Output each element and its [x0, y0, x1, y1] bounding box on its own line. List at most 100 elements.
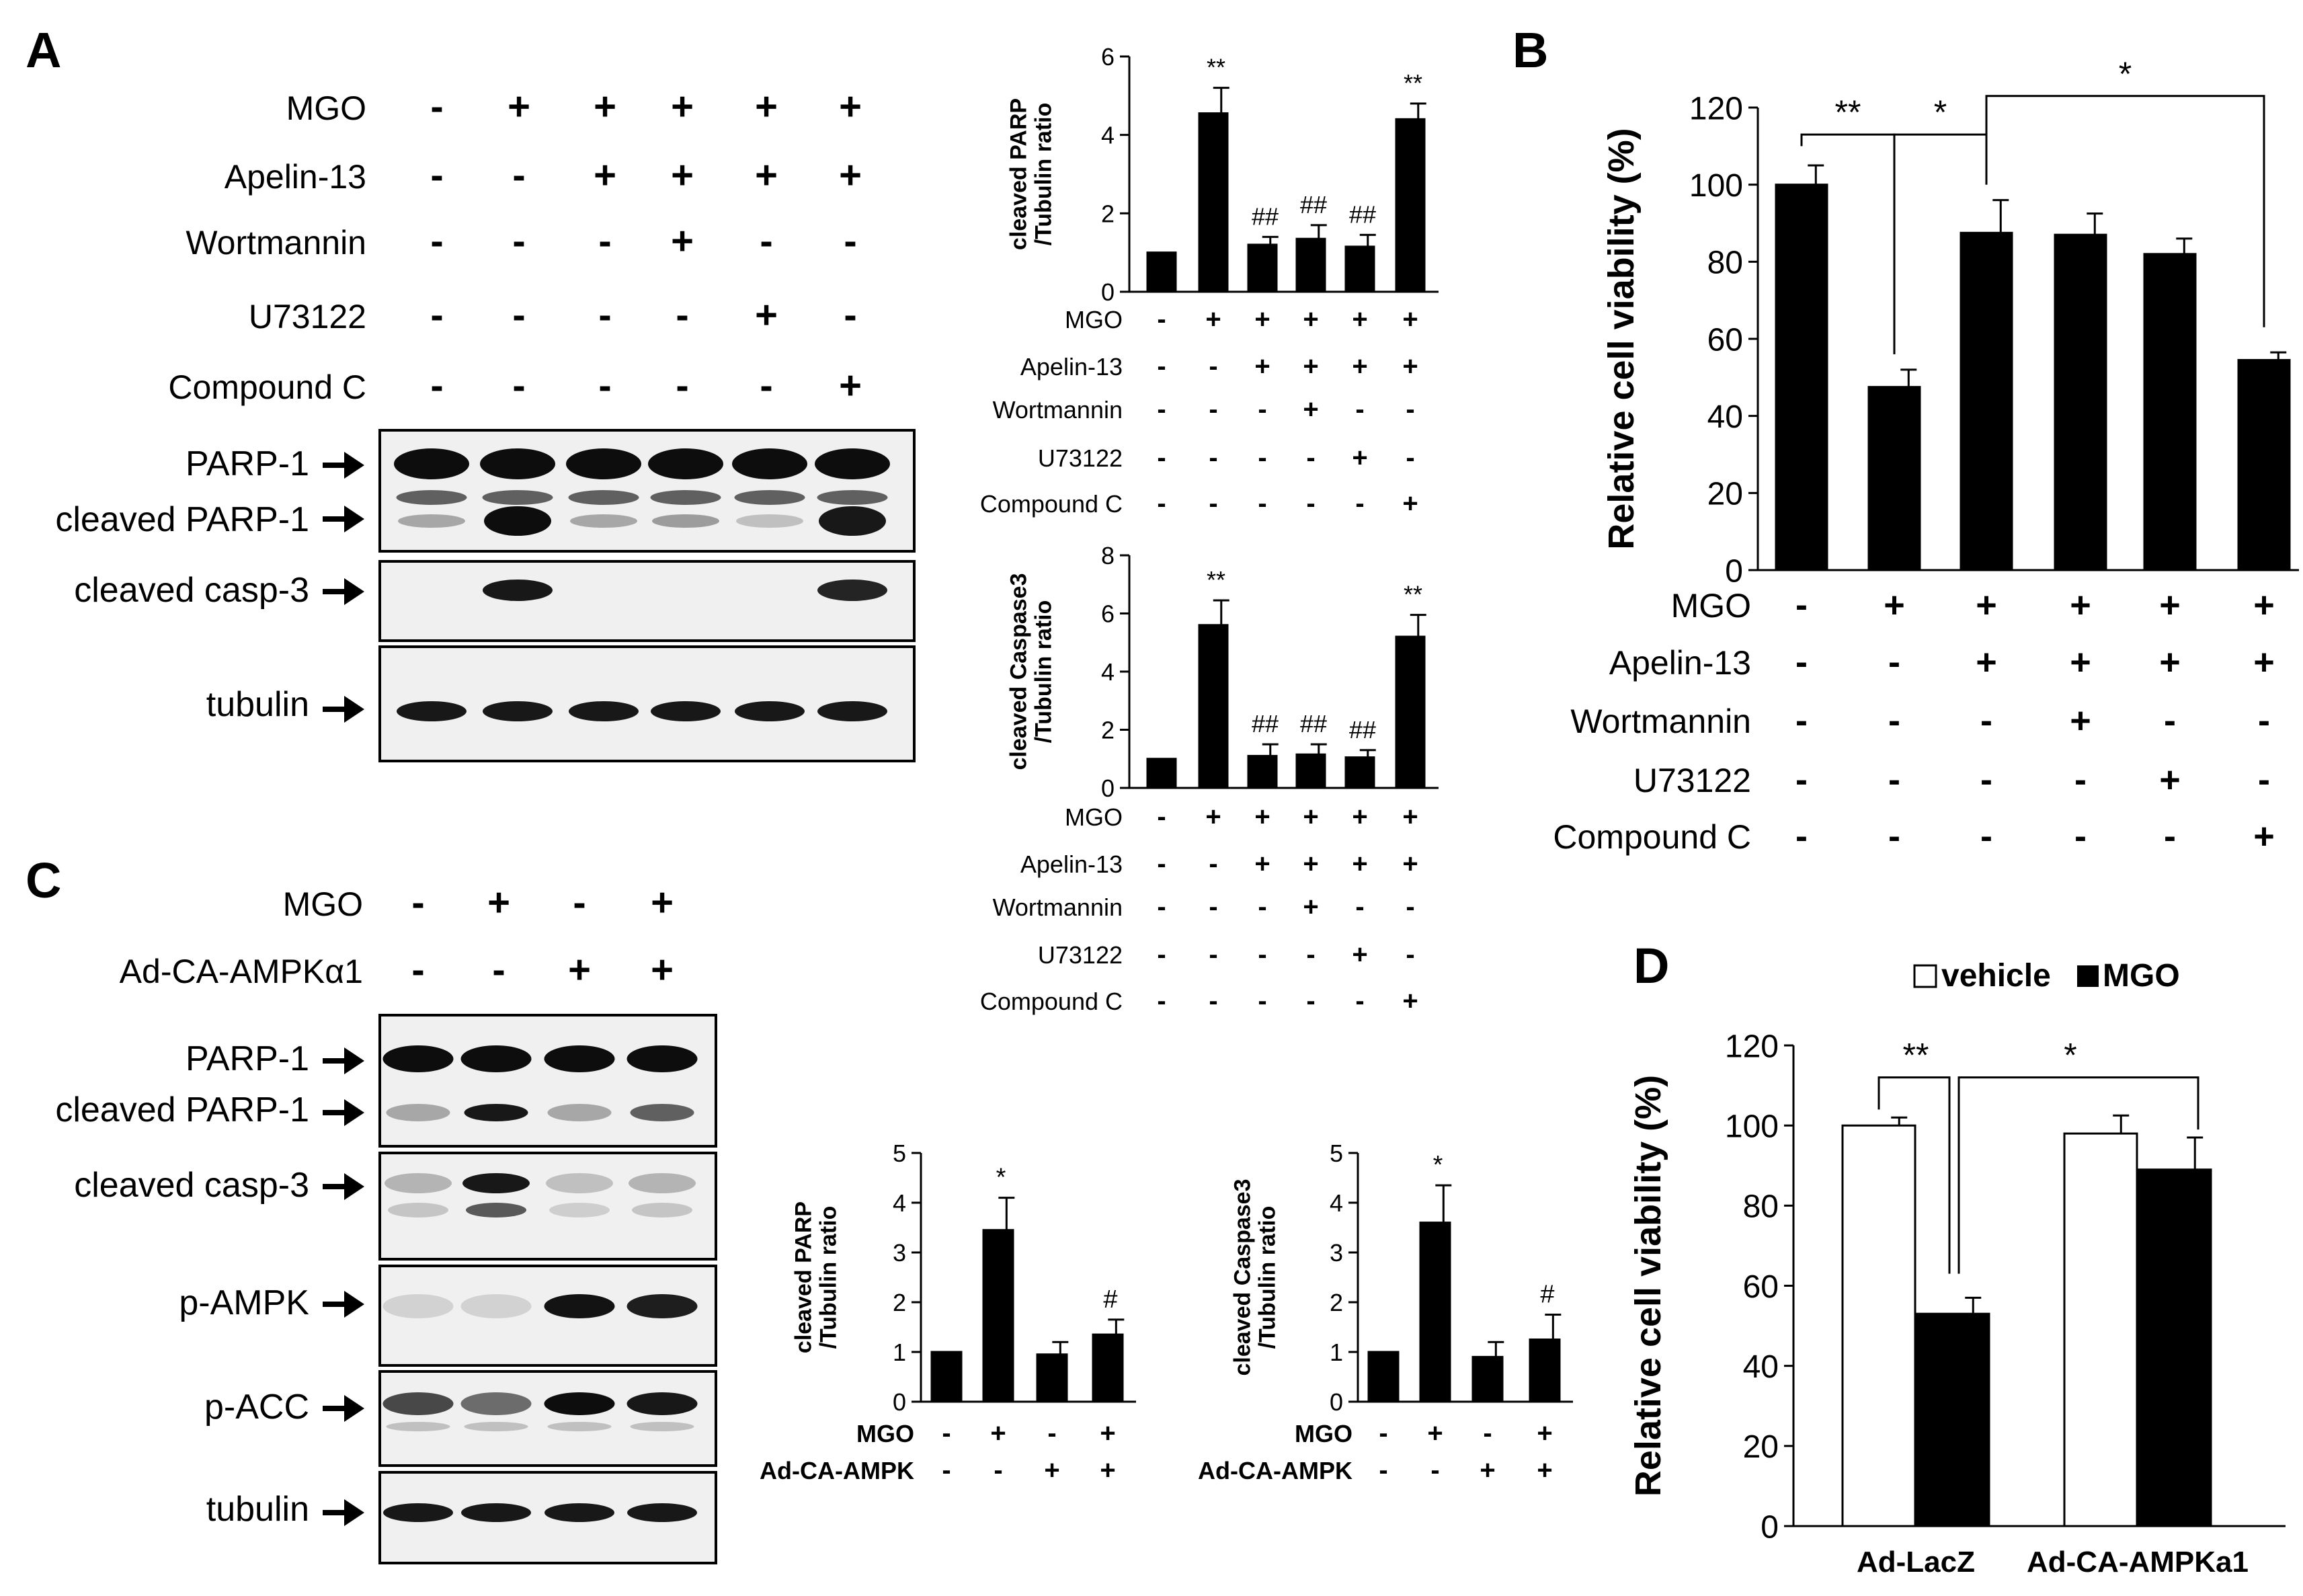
chart-b-cell-viability: 0 20 40 60 80 100 120 Relative cell viability (… [1553, 55, 2299, 856]
minus-sign: - [1306, 489, 1315, 518]
band-parp1 [566, 448, 641, 479]
minus-sign: - [1888, 642, 1900, 682]
plus-sign: + [2159, 642, 2181, 682]
y-tick-label: 3 [1330, 1239, 1343, 1267]
y-tick-label: 0 [1330, 1388, 1343, 1416]
blot-box-casp3 [378, 560, 916, 642]
minus-sign: - [1258, 443, 1266, 473]
plus-sign: + [1352, 849, 1367, 879]
significance-label: ## [1252, 202, 1279, 230]
minus-sign: - [1209, 986, 1217, 1016]
y-tick-label: 4 [893, 1189, 906, 1217]
y-tick-label: 0 [893, 1388, 906, 1416]
plus-sign: + [671, 153, 694, 197]
treatment-label: Apelin-13 [1020, 353, 1123, 381]
minus-sign: - [1157, 892, 1166, 922]
minus-sign: - [1157, 395, 1166, 424]
significance-bracket [1985, 95, 2265, 327]
minus-sign: - [1888, 701, 1900, 741]
significance-label: ** [1207, 566, 1225, 594]
arrow-icon [344, 1291, 364, 1318]
bar [1198, 112, 1229, 293]
panel-label-d: D [1633, 938, 1669, 994]
y-tick-label: 2 [893, 1289, 906, 1316]
band-parp1 [648, 448, 723, 479]
treatment-label-wortmannin: Wortmannin [186, 224, 366, 262]
y-tick-label: 40 [1743, 1349, 1779, 1385]
band-parp1 [732, 448, 807, 479]
treatment-label-apelin-13: Apelin-13 [225, 158, 366, 196]
plus-sign: + [1537, 1419, 1552, 1448]
significance-bracket [1957, 1076, 2199, 1274]
band-cleaved-parp1 [547, 1104, 612, 1121]
significance-label: * [1934, 93, 1947, 131]
minus-sign: - [598, 219, 611, 263]
band-cleaved-parp1 [652, 514, 719, 528]
arrow-icon [344, 1395, 364, 1422]
minus-sign: - [598, 364, 611, 407]
band-parp1-lower [817, 490, 888, 505]
plus-sign: + [1044, 1455, 1059, 1485]
arrow-icon [344, 1099, 364, 1126]
band-cleaved-parp1 [630, 1104, 694, 1121]
treatment-label-compound-c: Compound C [168, 368, 366, 406]
band-cleaved-parp1 [570, 514, 637, 528]
significance-label: ## [1349, 200, 1376, 228]
y-tick-label: 4 [1101, 122, 1115, 149]
plus-sign: + [487, 881, 510, 924]
bar [1395, 118, 1426, 293]
plus-sign: + [839, 153, 862, 197]
plus-sign: + [839, 85, 862, 128]
band-cleaved-casp3 [629, 1173, 696, 1193]
y-tick-label: 6 [1101, 600, 1115, 627]
y-tick-label: 80 [1743, 1189, 1779, 1225]
minus-sign: - [844, 219, 856, 263]
significance-label: # [1540, 1281, 1554, 1309]
panel-c-western-blot: PARP-1 cleaved PARP-1 cleaved casp-3 p-A… [55, 1014, 717, 1564]
plus-sign: + [2253, 642, 2275, 682]
minus-sign: - [1888, 760, 1900, 800]
minus-sign: - [1047, 1419, 1056, 1448]
bar [1529, 1339, 1561, 1403]
plus-sign: + [1303, 352, 1318, 381]
minus-sign: - [760, 219, 772, 263]
legend-label-mgo: MGO [2103, 958, 2180, 994]
plus-sign: + [1352, 802, 1367, 832]
plus-sign: + [1976, 585, 1997, 625]
minus-sign: - [2258, 760, 2270, 800]
band-parp1 [627, 1045, 698, 1072]
treatment-label: Ad-CA-AMPK [1198, 1457, 1352, 1484]
band-p-acc [544, 1392, 615, 1415]
plus-sign: + [755, 293, 778, 337]
band-parp1 [382, 1045, 454, 1072]
bar [1344, 245, 1375, 293]
y-tick-label: 20 [1707, 477, 1743, 512]
treatment-label: Apelin-13 [1020, 850, 1123, 878]
band-p-ampk [544, 1294, 615, 1318]
treatment-label: U73122 [1038, 444, 1123, 472]
minus-sign: - [1980, 701, 1992, 741]
minus-sign: - [1379, 1455, 1387, 1485]
chart-a-cleaved-parp: 0 2 4 6 cleaved PARP/Tubulin ratio ** ## ## ## **… [980, 43, 1439, 518]
band-parp1 [460, 1045, 532, 1072]
band-p-acc-lower [630, 1422, 694, 1431]
arrow-icon [344, 1047, 364, 1074]
y-tick-label: 40 [1707, 399, 1743, 435]
minus-sign: - [1406, 395, 1414, 424]
minus-sign: - [2074, 816, 2087, 856]
band-cleaved-parp1 [736, 514, 803, 528]
y-tick-label: 8 [1101, 542, 1115, 569]
band-cleaved-parp1 [398, 514, 465, 528]
minus-sign: - [1258, 986, 1266, 1016]
minus-sign: - [492, 948, 505, 992]
significance-label: * [1433, 1151, 1443, 1179]
minus-sign: - [1209, 443, 1217, 473]
band-p-acc-lower [464, 1422, 528, 1431]
plus-sign: + [1402, 986, 1418, 1016]
chart-c-cleaved-parp: 0 1 2 3 4 5 cleaved PARP/Tubulin ratio * # MGO - + -… [760, 1140, 1136, 1485]
bar [1344, 756, 1375, 789]
bar [1471, 1355, 1504, 1403]
minus-sign: - [1355, 986, 1364, 1016]
y-axis-label: cleaved PARP/Tubulin ratio [791, 1201, 841, 1353]
minus-sign: - [1355, 395, 1364, 424]
